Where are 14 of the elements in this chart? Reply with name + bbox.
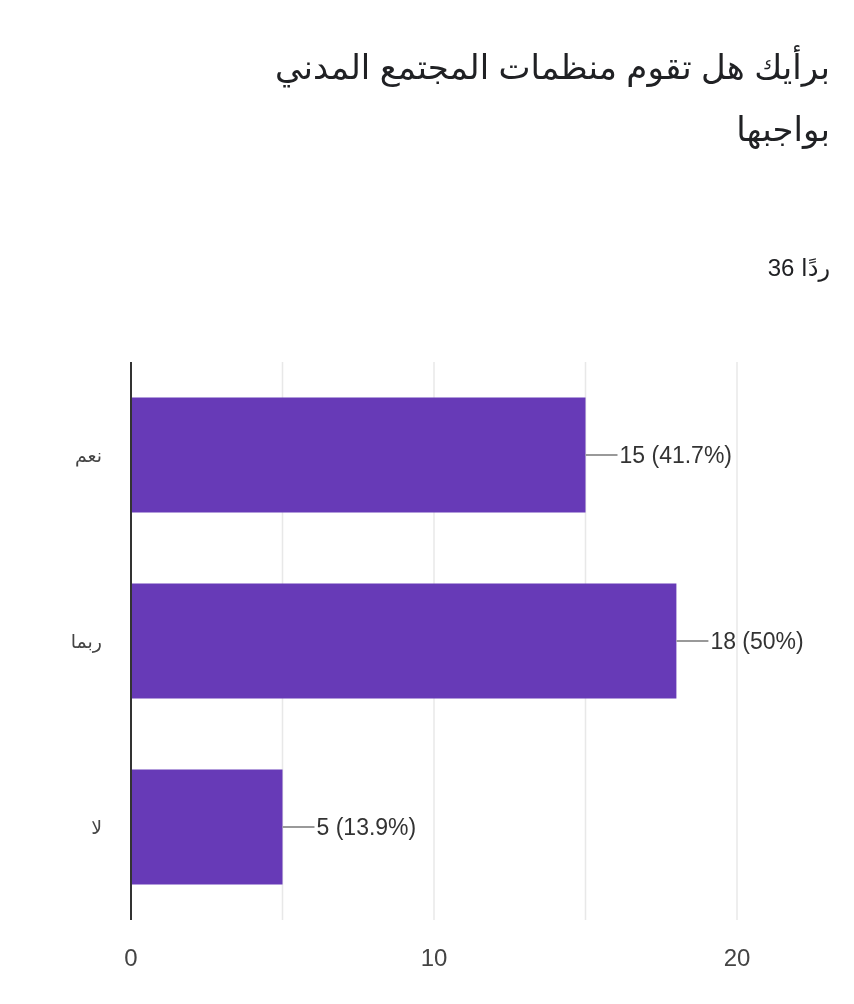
data-label: 15 (41.7%): [619, 442, 733, 468]
y-tick-label: نعم: [74, 445, 102, 467]
y-tick-label: ربما: [70, 631, 102, 653]
data-label: 5 (13.9%): [316, 814, 417, 840]
x-tick-label: 10: [420, 944, 448, 971]
x-tick-label: 0: [124, 944, 138, 971]
title: برأيك هل تقوم منظمات المجتمع المدني بواجبها: [230, 36, 830, 160]
bar: [131, 583, 677, 699]
data-label: 18 (50%): [710, 628, 804, 654]
bar: [131, 769, 283, 885]
bar: [131, 397, 586, 513]
x-tick-label: 20: [723, 944, 751, 971]
subtitle: 36 ردًا: [767, 253, 830, 284]
y-tick-label: لا: [91, 817, 102, 838]
